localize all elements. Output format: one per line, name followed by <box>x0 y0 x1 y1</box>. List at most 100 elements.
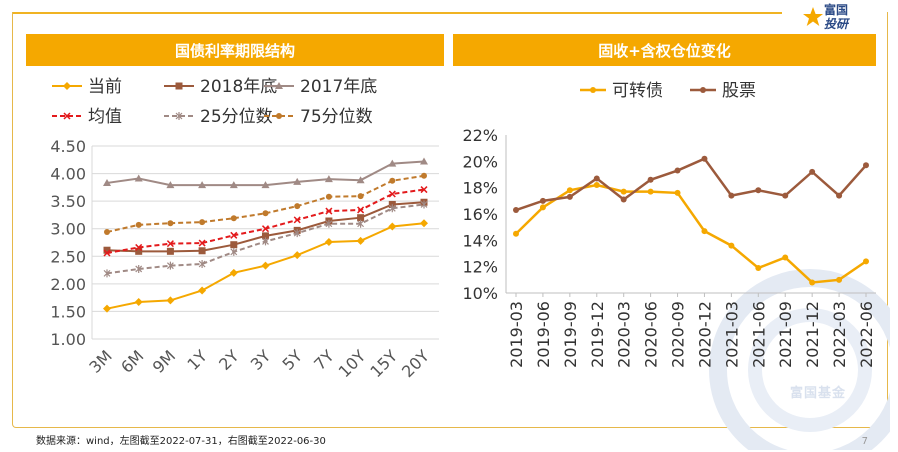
y-tick-label: 14% <box>462 231 498 250</box>
legend-item: 可转债 <box>580 81 663 101</box>
data-point <box>294 203 300 209</box>
y-tick-label: 3.00 <box>50 220 86 239</box>
legend-marker <box>276 113 282 119</box>
watermark-text: 富国基金 <box>790 382 846 401</box>
data-point <box>389 178 395 184</box>
series-股票 <box>513 156 869 213</box>
y-tick-label: 10% <box>462 284 498 303</box>
legend-label: 均值 <box>88 107 122 127</box>
legend-label: 25分位数 <box>200 107 273 127</box>
data-point <box>230 269 238 277</box>
data-point <box>166 296 174 304</box>
right-chart: 可转债 股票 10% 12% 14% 16% 18% 20% 22% 2019-03 2019-06… <box>448 68 888 428</box>
data-point <box>104 229 110 235</box>
brand-logo: 富国 投研 <box>798 2 876 32</box>
x-tick-label: 2020-12 <box>695 301 714 368</box>
x-tick-label: 1Y <box>183 346 211 374</box>
x-tick-label: 2021-09 <box>776 301 795 368</box>
x-tick-label: 2019-09 <box>561 301 580 368</box>
data-point <box>388 223 396 231</box>
data-point <box>167 248 174 255</box>
data-point <box>262 262 270 270</box>
data-point <box>567 187 573 193</box>
right-chart-title: 固收+含权仓位变化 <box>453 34 876 66</box>
data-point <box>293 251 301 259</box>
data-point <box>199 247 206 254</box>
data-point <box>728 243 734 249</box>
data-point <box>809 279 815 285</box>
data-point <box>513 207 519 213</box>
data-point <box>420 219 428 227</box>
x-tick-label: 2020-03 <box>615 301 634 368</box>
x-tick-label: 3Y <box>247 346 275 374</box>
legend-item: 2017年底 <box>264 77 377 97</box>
data-point <box>675 168 681 174</box>
y-tick-label: 1.50 <box>50 302 86 321</box>
y-tick-label: 22% <box>462 126 498 145</box>
x-tick-label: 2020-09 <box>669 301 688 368</box>
data-point <box>809 169 815 175</box>
x-tick-label: 2019-03 <box>507 301 526 368</box>
x-tick-label: 2019-06 <box>534 301 553 368</box>
legend-item: 均值 <box>52 107 122 127</box>
data-point <box>540 204 546 210</box>
legend-marker <box>176 83 183 90</box>
data-point <box>836 193 842 199</box>
footnote: 数据来源：wind，左图截至2022-07-31，右图截至2022-06-30 <box>36 432 326 447</box>
data-point <box>231 215 237 221</box>
data-point <box>198 286 206 294</box>
data-point <box>755 265 761 271</box>
series-2017年底 <box>103 157 428 188</box>
y-tick-label: 3.50 <box>50 192 86 211</box>
data-point <box>594 175 600 181</box>
star-icon <box>802 6 824 28</box>
series-line <box>516 185 866 282</box>
data-point <box>863 258 869 264</box>
data-point <box>594 182 600 188</box>
data-point <box>675 190 681 196</box>
legend-item: 股票 <box>690 81 756 101</box>
data-point <box>621 189 627 195</box>
series-2018年底 <box>104 199 428 255</box>
data-point <box>782 193 788 199</box>
legend-item: 25分位数 <box>164 107 273 127</box>
series-line <box>516 159 866 210</box>
x-tick-label: 2021-06 <box>749 301 768 368</box>
data-point <box>567 194 573 200</box>
legend-label: 2017年底 <box>300 77 377 97</box>
data-point <box>621 197 627 203</box>
data-point <box>199 219 205 225</box>
data-point <box>325 238 333 246</box>
y-tick-label: 18% <box>462 179 498 198</box>
data-point <box>701 156 707 162</box>
y-tick-label: 2.50 <box>50 247 86 266</box>
data-point <box>135 298 143 306</box>
left-chart-title: 国债利率期限结构 <box>26 34 444 66</box>
data-point <box>648 189 654 195</box>
legend-marker <box>63 82 71 90</box>
x-tick-label: 2022-06 <box>857 301 876 368</box>
x-tick-label: 2021-12 <box>803 301 822 368</box>
data-point <box>136 222 142 228</box>
x-tick-label: 9M <box>149 346 179 376</box>
data-point <box>358 193 364 199</box>
x-tick-label: 20Y <box>398 346 433 381</box>
x-tick-label: 7Y <box>310 346 338 374</box>
y-tick-label: 16% <box>462 205 498 224</box>
y-tick-label: 4.00 <box>50 165 86 184</box>
data-point <box>540 198 546 204</box>
y-tick-label: 20% <box>462 152 498 171</box>
x-tick-label: 15Y <box>366 346 401 381</box>
data-point <box>863 162 869 168</box>
legend-label: 当前 <box>88 77 122 97</box>
y-tick-label: 4.50 <box>50 137 86 156</box>
y-tick-label: 2.00 <box>50 275 86 294</box>
data-point <box>263 210 269 216</box>
page-number: 7 <box>862 436 868 447</box>
x-tick-label: 2020-06 <box>642 301 661 368</box>
data-point <box>421 173 427 179</box>
y-tick-label: 12% <box>462 258 498 277</box>
data-point <box>782 254 788 260</box>
data-point <box>728 193 734 199</box>
